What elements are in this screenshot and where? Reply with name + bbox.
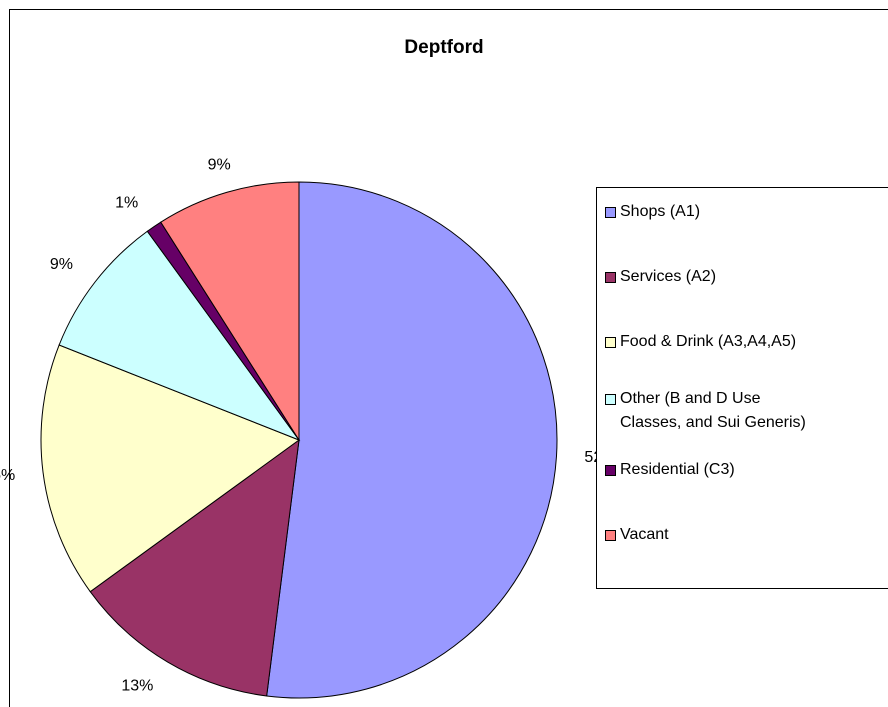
pie-slice [160,181,300,442]
data-label: 16% [0,467,15,484]
chart-title: Deptford [404,37,483,58]
legend-entry: Residential (C3) [605,458,810,482]
data-label: 9% [50,256,73,273]
legend-label: Services (A2) [620,268,717,285]
legend-swatch [605,207,616,218]
legend-swatch [605,272,616,283]
legend-entry: Other (B and D Use Classes, and Sui Gene… [605,387,810,435]
data-label: 1% [115,195,138,212]
legend-entry: Shops (A1) [605,200,810,224]
legend-entry: Vacant [605,523,810,547]
legend-label: Other (B and D Use Classes, and Sui Gene… [620,390,806,431]
data-label: 13% [121,677,153,694]
legend-swatch [605,465,616,476]
legend-label: Shops (A1) [620,203,701,220]
legend-swatch [605,530,616,541]
pie-slice [40,344,301,593]
legend-entry: Food & Drink (A3,A4,A5) [605,330,810,354]
pie-slice [89,438,300,697]
legend-swatch [605,394,616,405]
pie-slice [58,230,301,442]
data-label: 9% [208,157,231,174]
legend-label: Vacant [620,526,669,543]
legend-label: Residential (C3) [620,461,735,478]
pie-slice [266,181,558,699]
legend-label: Food & Drink (A3,A4,A5) [620,333,797,350]
chart-frame [9,9,888,707]
legend-entry: Services (A2) [605,265,810,289]
legend: Shops (A1) Services (A2) Food & Drink (A3,… [596,187,888,589]
legend-swatch [605,337,616,348]
